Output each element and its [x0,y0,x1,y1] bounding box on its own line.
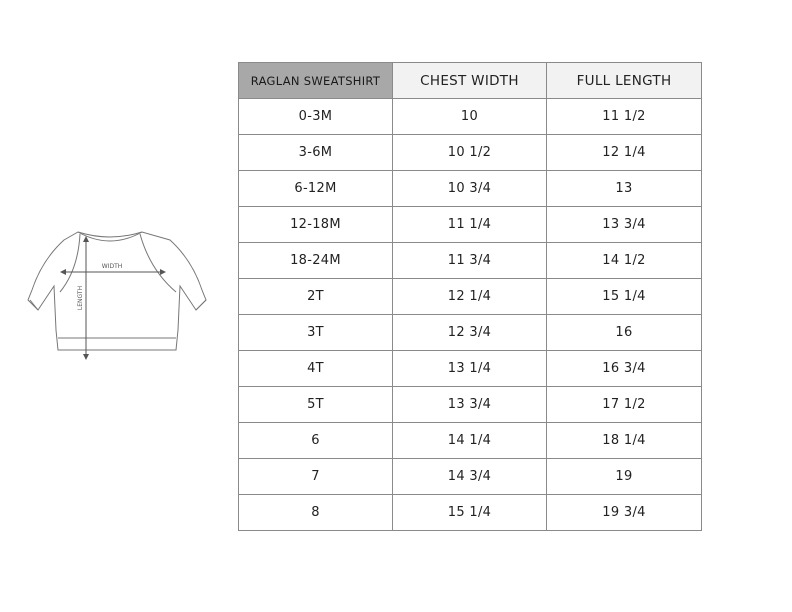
table-row: 8 15 1/4 19 3/4 [238,494,702,531]
table-body: 0-3M 10 11 1/2 3-6M 10 1/2 12 1/4 6-12M 10 3/4 1… [238,98,702,531]
table-cell: 6 [238,422,393,459]
table-row: 5T 13 3/4 17 1/2 [238,386,702,423]
table-row: 7 14 3/4 19 [238,458,702,495]
table-cell: 14 1/2 [546,242,702,279]
table-cell: 18-24M [238,242,393,279]
table-cell: 17 1/2 [546,386,702,423]
table-cell: 3T [238,314,393,351]
table-cell: 19 3/4 [546,494,702,531]
table-row: 0-3M 10 11 1/2 [238,98,702,135]
header-cell: RAGLAN SWEATSHIRT [238,62,393,99]
table-cell: 0-3M [238,98,393,135]
header-row: RAGLAN SWEATSHIRT CHEST WIDTH FULL LENGTH [238,62,702,99]
table-cell: 13 3/4 [392,386,547,423]
sweatshirt-outline [27,231,207,351]
table-cell: 10 1/2 [392,134,547,171]
table-cell: 12 1/4 [546,134,702,171]
table-cell: 7 [238,458,393,495]
measure-arrows [62,238,164,358]
arrow-heads [60,236,166,360]
table-cell: 8 [238,494,393,531]
table-cell: 4T [238,350,393,387]
width-label: WIDTH [102,263,123,270]
table-row: 3-6M 10 1/2 12 1/4 [238,134,702,171]
table-cell: 3-6M [238,134,393,171]
table-cell: 14 1/4 [392,422,547,459]
table-cell: 2T [238,278,393,315]
table-cell: 11 1/4 [392,206,547,243]
table-cell: 15 1/4 [546,278,702,315]
size-table: RAGLAN SWEATSHIRT CHEST WIDTH FULL LENGTH … [238,62,702,531]
table-cell: 10 [392,98,547,135]
table-cell: 12 3/4 [392,314,547,351]
table-cell: 12-18M [238,206,393,243]
table-row: 6 14 1/4 18 1/4 [238,422,702,459]
table-cell: 16 [546,314,702,351]
table-cell: 18 1/4 [546,422,702,459]
table-cell: 6-12M [238,170,393,207]
header-cell: FULL LENGTH [546,62,702,99]
table-row: 3T 12 3/4 16 [238,314,702,351]
table-cell: 15 1/4 [392,494,547,531]
sweatshirt-diagram: WIDTH LENGTH [27,231,207,360]
table-cell: 11 3/4 [392,242,547,279]
table-cell: 5T [238,386,393,423]
header-cell: CHEST WIDTH [392,62,547,99]
table-row: 2T 12 1/4 15 1/4 [238,278,702,315]
table-cell: 13 1/4 [392,350,547,387]
table-cell: 16 3/4 [546,350,702,387]
table-cell: 12 1/4 [392,278,547,315]
table-cell: 14 3/4 [392,458,547,495]
table-row: 12-18M 11 1/4 13 3/4 [238,206,702,243]
length-label: LENGTH [77,286,84,310]
table-cell: 10 3/4 [392,170,547,207]
table-row: 4T 13 1/4 16 3/4 [238,350,702,387]
table-cell: 19 [546,458,702,495]
table-cell: 13 3/4 [546,206,702,243]
table-row: 6-12M 10 3/4 13 [238,170,702,207]
table-cell: 13 [546,170,702,207]
table-row: 18-24M 11 3/4 14 1/2 [238,242,702,279]
table-cell: 11 1/2 [546,98,702,135]
